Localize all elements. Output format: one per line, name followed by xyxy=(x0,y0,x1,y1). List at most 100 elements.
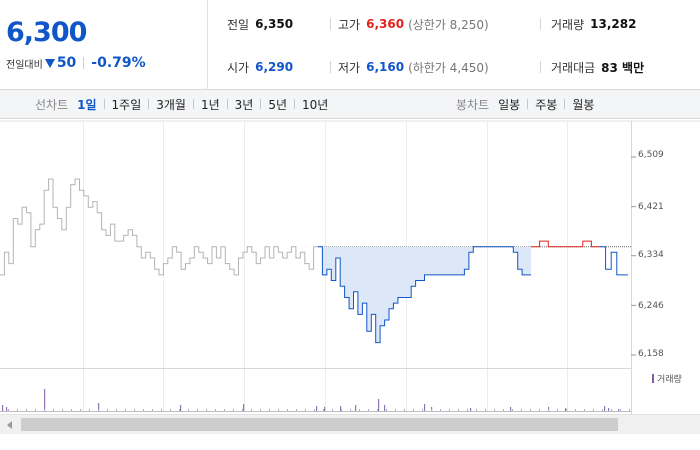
volume-bar xyxy=(233,409,234,411)
volume-bar xyxy=(71,409,72,411)
volume-bar xyxy=(422,409,423,411)
volume-bar xyxy=(170,409,171,411)
change-amount: 50 xyxy=(56,55,77,71)
volume-bar xyxy=(179,409,180,411)
volume-bar xyxy=(152,409,153,411)
volume-value: 13,282 xyxy=(590,17,637,31)
volume-bar xyxy=(44,409,45,411)
current-price-box: 6,300 전일대비 50 -0.79% xyxy=(0,0,208,90)
volume-bar xyxy=(431,409,432,411)
volume-bar xyxy=(350,409,351,411)
volume-bar xyxy=(242,409,243,411)
tab-divider xyxy=(148,99,150,109)
volume-bar xyxy=(340,406,342,411)
open-label: 시가 xyxy=(227,60,250,75)
volume-bar xyxy=(316,406,318,411)
tab-divider xyxy=(103,99,105,109)
scrollbar-thumb[interactable] xyxy=(21,418,618,431)
volume-bar xyxy=(539,409,540,411)
volume-bar xyxy=(188,409,189,411)
volume-bar xyxy=(386,409,387,411)
volume-bar xyxy=(341,409,342,411)
volume-bar xyxy=(243,404,245,411)
volume-bar xyxy=(575,409,576,411)
series-line-tail xyxy=(600,246,628,276)
tab-1-year[interactable]: 1년 xyxy=(200,97,220,112)
volume-bar xyxy=(89,409,90,411)
volume-bar xyxy=(618,409,620,411)
volume-bar xyxy=(566,409,567,411)
volume-bar xyxy=(608,408,610,411)
tab-3-years[interactable]: 3년 xyxy=(234,97,254,112)
volume-bar xyxy=(620,409,621,411)
cell-divider xyxy=(540,18,541,30)
volume-cell: 거래량 13,282 xyxy=(551,14,636,34)
tab-weekly-candle[interactable]: 주봉 xyxy=(535,97,558,112)
tab-1-week[interactable]: 1주일 xyxy=(111,97,142,112)
change-label: 전일대비 xyxy=(6,59,43,71)
chart-scrollbar[interactable] xyxy=(0,414,700,434)
volume-bar xyxy=(8,409,9,411)
volume-bar xyxy=(494,409,495,411)
tab-1-day[interactable]: 1일 xyxy=(77,97,97,112)
tab-3-months[interactable]: 3개월 xyxy=(156,97,186,112)
volume-bar xyxy=(384,405,386,411)
series-line-previous-day xyxy=(0,178,318,276)
volume-bar xyxy=(593,409,594,411)
volume-bar xyxy=(548,409,549,411)
volume-bar xyxy=(557,409,558,411)
tab-divider xyxy=(527,99,529,109)
candle-chart-label: 봉차트 xyxy=(456,97,490,112)
open-value: 6,290 xyxy=(255,60,294,74)
volume-bar xyxy=(314,409,315,411)
volume-swatch xyxy=(652,374,654,383)
tab-5-years[interactable]: 5년 xyxy=(268,97,288,112)
volume-bar xyxy=(305,409,306,411)
volume-bar xyxy=(62,409,63,411)
tab-divider xyxy=(192,99,194,109)
volume-bar xyxy=(332,409,333,411)
series-line-today xyxy=(318,246,531,344)
volume-bar xyxy=(125,409,126,411)
volume-bar xyxy=(404,409,405,411)
volume-bar xyxy=(449,409,450,411)
high-label: 고가 xyxy=(338,17,361,32)
y-tick-label: 6,158 xyxy=(638,349,664,359)
volume-bar xyxy=(602,409,603,411)
volume-bar xyxy=(424,404,426,411)
tab-10-years[interactable]: 10년 xyxy=(302,97,329,112)
tab-divider xyxy=(260,99,262,109)
volume-bar xyxy=(44,389,46,411)
low-label: 저가 xyxy=(338,60,361,75)
price-chart-svg xyxy=(0,120,700,414)
volume-bar xyxy=(503,409,504,411)
y-tick-label: 6,421 xyxy=(638,202,664,212)
cell-divider xyxy=(540,61,541,73)
volume-bar xyxy=(269,409,270,411)
trade-value-label: 거래대금 xyxy=(551,60,596,75)
tab-monthly-candle[interactable]: 월봉 xyxy=(572,97,595,112)
high-value: 6,360 xyxy=(366,17,405,31)
volume-bar xyxy=(296,409,297,411)
prev-close-cell: 전일 6,350 xyxy=(227,14,293,34)
line-chart-tabs: 선차트 1일 1주일 3개월 1년 3년 5년 10년 xyxy=(35,90,328,118)
volume-bar xyxy=(611,409,612,411)
volume-bar xyxy=(2,405,4,411)
volume-bar xyxy=(107,409,108,411)
volume-bar xyxy=(604,406,606,411)
change-divider xyxy=(83,57,85,69)
volume-bar xyxy=(53,409,54,411)
y-tick-label: 6,246 xyxy=(638,301,664,311)
tab-divider xyxy=(226,99,228,109)
low-value: 6,160 xyxy=(366,60,405,74)
tab-divider xyxy=(294,99,296,109)
tab-daily-candle[interactable]: 일봉 xyxy=(498,97,521,112)
cell-divider xyxy=(330,18,331,30)
chart-period-toolbar: 선차트 1일 1주일 3개월 1년 3년 5년 10년 봉차트 일봉 주봉 월봉 xyxy=(0,90,700,119)
upper-limit: (상한가 8,250) xyxy=(408,17,489,32)
volume-bar xyxy=(368,409,369,411)
low-cell: 저가 6,160 (하한가 4,450) xyxy=(338,57,489,77)
scroll-left-arrow-icon[interactable] xyxy=(7,421,12,429)
volume-bar xyxy=(395,409,396,411)
volume-bar xyxy=(26,409,27,411)
